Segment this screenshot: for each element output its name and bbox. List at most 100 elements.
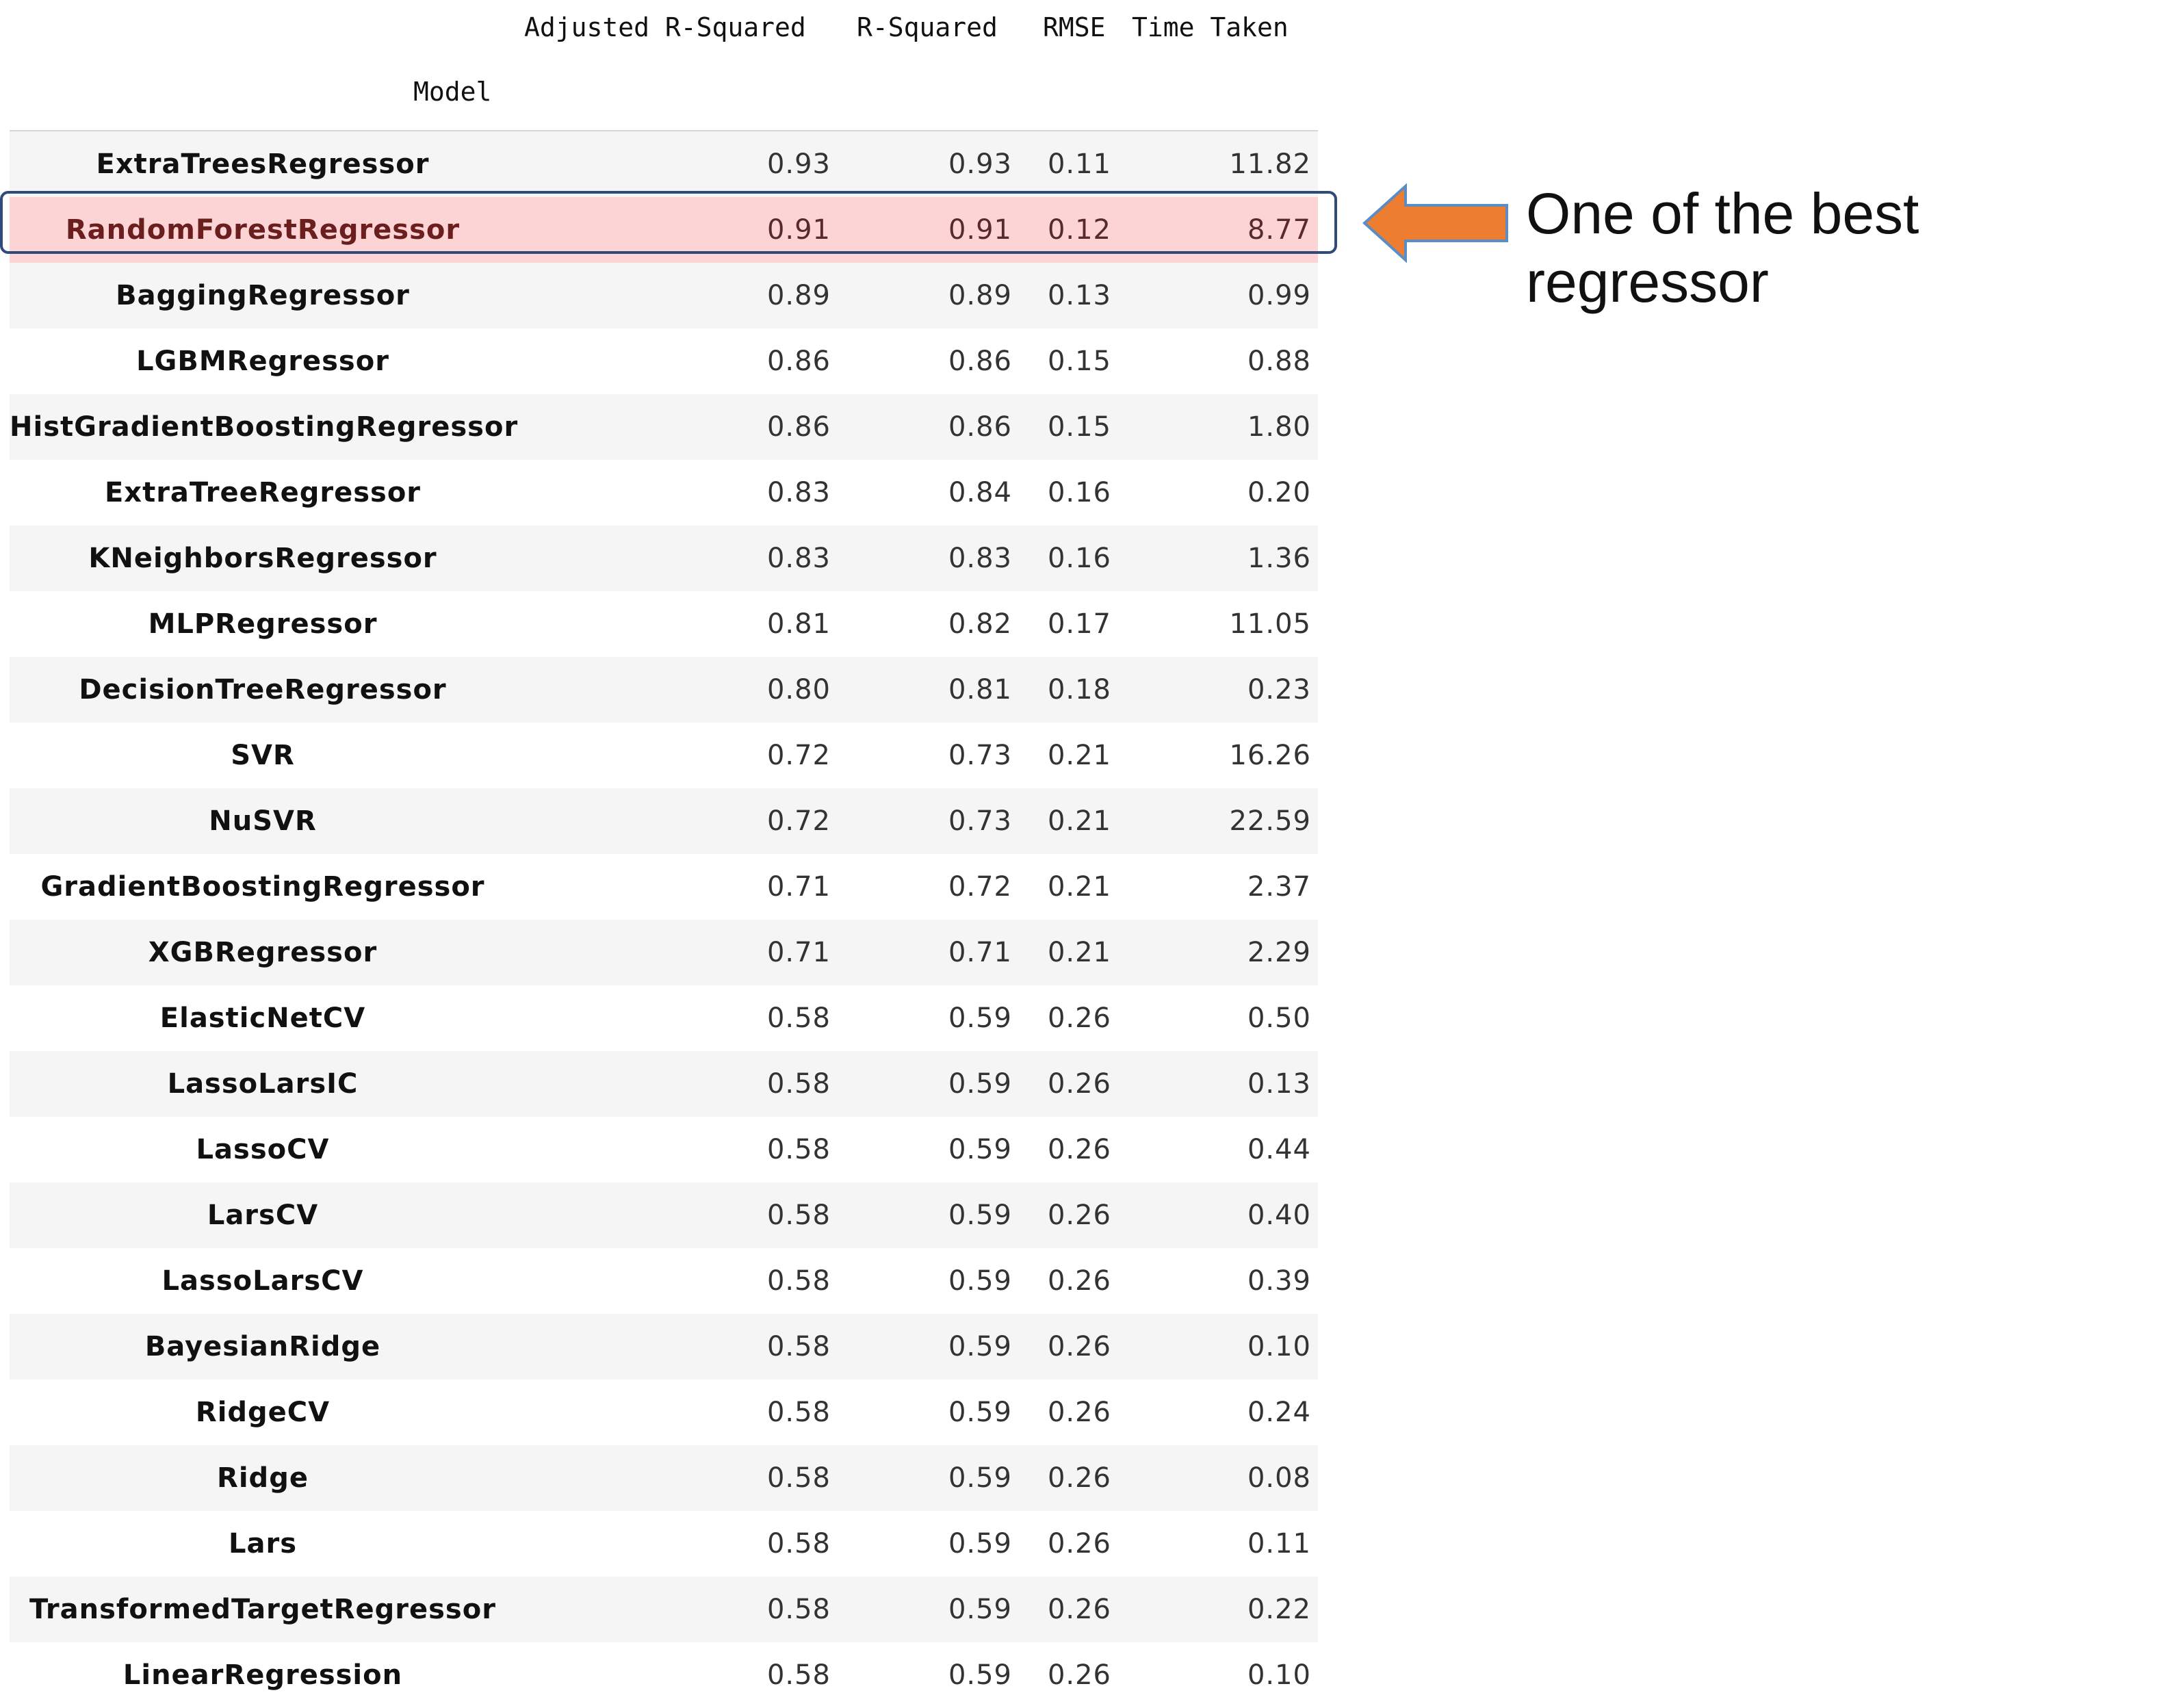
rmse-value: 0.26 [1047,1200,1111,1231]
model-name: MLPRegressor [148,608,378,640]
model-name: ExtraTreeRegressor [104,477,422,508]
table-row: Ridge 0.58 0.59 0.26 0.08 [10,1445,1318,1511]
adjusted-r-squared-value: 0.58 [766,1462,831,1494]
adjusted-r-squared-value: 0.58 [766,1528,831,1560]
header-time-taken: Time Taken [1132,12,1289,42]
r-squared-value: 0.59 [948,1134,1012,1165]
r-squared-value: 0.83 [948,543,1012,574]
adjusted-r-squared-value: 0.81 [766,608,831,640]
adjusted-r-squared-value: 0.91 [766,214,831,246]
table-row: LGBMRegressor 0.86 0.86 0.15 0.88 [10,328,1318,394]
time-taken-value: 2.37 [1247,871,1311,903]
r-squared-value: 0.59 [948,1002,1012,1034]
table-row: TransformedTargetRegressor 0.58 0.59 0.26 0.… [10,1577,1318,1642]
rmse-value: 0.21 [1047,871,1111,903]
time-taken-value: 0.22 [1247,1594,1311,1625]
model-name: GradientBoostingRegressor [40,871,485,903]
time-taken-value: 0.23 [1247,674,1311,706]
r-squared-value: 0.93 [948,148,1012,180]
adjusted-r-squared-value: 0.58 [766,1397,831,1428]
model-name: LassoLarsIC [167,1068,359,1100]
model-name: ElasticNetCV [159,1002,366,1034]
table-row: NuSVR 0.72 0.73 0.21 22.59 [10,788,1318,854]
time-taken-value: 0.44 [1247,1134,1311,1165]
time-taken-value: 0.10 [1247,1331,1311,1362]
adjusted-r-squared-value: 0.72 [766,740,831,771]
time-taken-value: 1.36 [1247,543,1311,574]
time-taken-value: 11.05 [1229,608,1311,640]
time-taken-value: 0.10 [1247,1659,1311,1691]
time-taken-value: 0.40 [1247,1200,1311,1231]
adjusted-r-squared-value: 0.58 [766,1594,831,1625]
model-name: LassoCV [196,1134,330,1165]
adjusted-r-squared-value: 0.58 [766,1134,831,1165]
rmse-value: 0.26 [1047,1134,1111,1165]
model-name: RidgeCV [195,1397,331,1428]
r-squared-value: 0.59 [948,1528,1012,1560]
table-row: LassoLarsCV 0.58 0.59 0.26 0.39 [10,1248,1318,1314]
time-taken-value: 11.82 [1229,148,1311,180]
callout-line-2: regressor [1526,250,1769,314]
header-adjusted-r-squared: Adjusted R-Squared [524,12,806,42]
table-row: BaggingRegressor 0.89 0.89 0.13 0.99 [10,263,1318,328]
time-taken-value: 1.80 [1247,411,1311,443]
rmse-value: 0.21 [1047,740,1111,771]
r-squared-value: 0.59 [948,1659,1012,1691]
model-name: LinearRegression [122,1659,403,1691]
table-row: LassoCV 0.58 0.59 0.26 0.44 [10,1117,1318,1182]
model-name: BaggingRegressor [116,280,410,311]
r-squared-value: 0.84 [948,477,1012,508]
rmse-value: 0.26 [1047,1331,1111,1362]
r-squared-value: 0.72 [948,871,1012,903]
time-taken-value: 0.24 [1247,1397,1311,1428]
r-squared-value: 0.73 [948,805,1012,837]
model-name: TransformedTargetRegressor [29,1594,496,1625]
rmse-value: 0.26 [1047,1528,1111,1560]
time-taken-value: 0.20 [1247,477,1311,508]
table-row: MLPRegressor 0.81 0.82 0.17 11.05 [10,591,1318,657]
table-row: DecisionTreeRegressor 0.80 0.81 0.18 0.23 [10,657,1318,723]
model-name: RandomForestRegressor [65,214,461,246]
r-squared-value: 0.59 [948,1331,1012,1362]
r-squared-value: 0.59 [948,1397,1012,1428]
model-name: DecisionTreeRegressor [79,674,447,706]
time-taken-value: 0.13 [1247,1068,1311,1100]
model-name: Lars [228,1528,297,1560]
table-row: LassoLarsIC 0.58 0.59 0.26 0.13 [10,1051,1318,1117]
time-taken-value: 0.88 [1247,346,1311,377]
adjusted-r-squared-value: 0.58 [766,1068,831,1100]
model-name: KNeighborsRegressor [88,543,437,574]
adjusted-r-squared-value: 0.89 [766,280,831,311]
time-taken-value: 16.26 [1229,740,1311,771]
rmse-value: 0.16 [1047,543,1111,574]
adjusted-r-squared-value: 0.83 [766,543,831,574]
r-squared-value: 0.73 [948,740,1012,771]
table-row: RandomForestRegressor 0.91 0.91 0.12 8.77 [10,197,1318,263]
model-name: LassoLarsCV [161,1265,364,1297]
r-squared-value: 0.59 [948,1068,1012,1100]
callout-line-1: One of the best [1526,181,1919,246]
rmse-value: 0.21 [1047,937,1111,968]
adjusted-r-squared-value: 0.58 [766,1331,831,1362]
table-row: LarsCV 0.58 0.59 0.26 0.40 [10,1182,1318,1248]
rmse-value: 0.15 [1047,346,1111,377]
adjusted-r-squared-value: 0.72 [766,805,831,837]
r-squared-value: 0.59 [948,1594,1012,1625]
rmse-value: 0.17 [1047,608,1111,640]
rmse-value: 0.26 [1047,1594,1111,1625]
rmse-value: 0.11 [1047,148,1111,180]
r-squared-value: 0.59 [948,1200,1012,1231]
table-row: GradientBoostingRegressor 0.71 0.72 0.21 2.3… [10,854,1318,920]
r-squared-value: 0.86 [948,346,1012,377]
r-squared-value: 0.59 [948,1462,1012,1494]
rmse-value: 0.15 [1047,411,1111,443]
model-name: HistGradientBoostingRegressor [10,411,519,443]
adjusted-r-squared-value: 0.80 [766,674,831,706]
model-name: LGBMRegressor [136,346,389,377]
table-row: LinearRegression 0.58 0.59 0.26 0.10 [10,1642,1318,1708]
adjusted-r-squared-value: 0.71 [766,871,831,903]
model-name: LarsCV [207,1200,319,1231]
rmse-value: 0.21 [1047,805,1111,837]
adjusted-r-squared-value: 0.86 [766,411,831,443]
rmse-value: 0.26 [1047,1462,1111,1494]
